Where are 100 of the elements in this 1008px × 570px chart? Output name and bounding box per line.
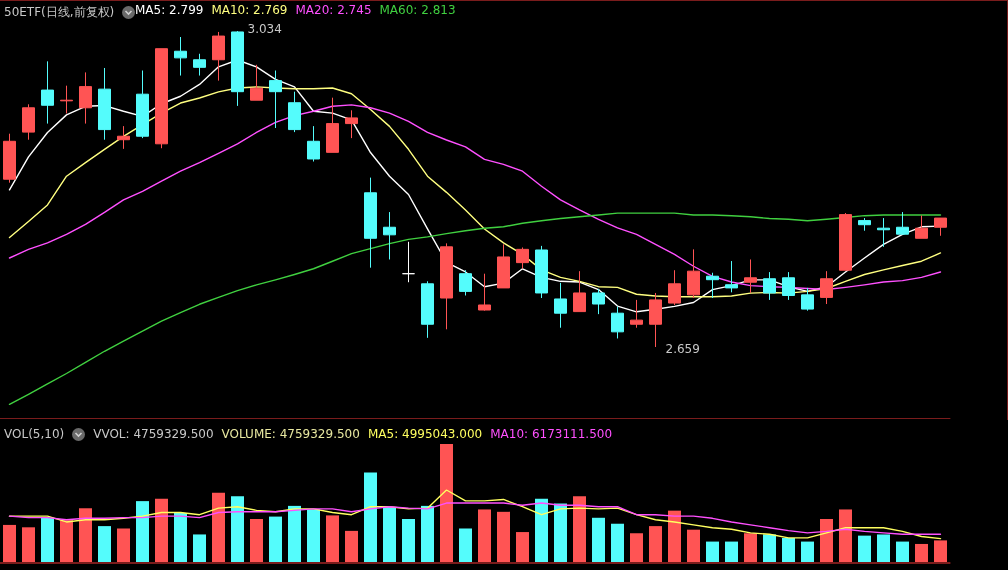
bar bbox=[117, 528, 130, 563]
text: MA10: 2.769 bbox=[211, 3, 288, 17]
candlestick bbox=[212, 31, 225, 82]
bar bbox=[459, 528, 472, 563]
candlestick bbox=[117, 125, 130, 150]
candlestick bbox=[440, 242, 453, 330]
candlestick bbox=[3, 133, 16, 184]
bar bbox=[801, 541, 814, 563]
candlestick bbox=[497, 243, 510, 289]
bar bbox=[269, 516, 282, 563]
candlestick bbox=[668, 269, 681, 306]
candlestick bbox=[98, 67, 111, 141]
candlestick bbox=[421, 280, 434, 339]
candlestick bbox=[402, 241, 415, 283]
candlestick bbox=[41, 60, 54, 125]
candlestick bbox=[934, 217, 947, 237]
candlestick bbox=[250, 64, 263, 101]
candlestick bbox=[896, 211, 909, 235]
bar bbox=[383, 507, 396, 563]
text: MA10: 6173111.500 bbox=[490, 427, 613, 441]
bar bbox=[288, 505, 301, 563]
bar bbox=[592, 517, 605, 563]
bar bbox=[535, 498, 548, 563]
candlestick bbox=[573, 270, 586, 313]
bar bbox=[554, 503, 567, 563]
bar bbox=[744, 533, 757, 563]
candlestick bbox=[535, 245, 548, 299]
bar bbox=[649, 526, 662, 563]
chart-subtitle: VVOL: 4759329.500 bbox=[93, 427, 214, 441]
bar bbox=[573, 496, 586, 563]
bar bbox=[630, 533, 643, 563]
bar bbox=[326, 515, 339, 563]
bar bbox=[896, 541, 909, 563]
candlestick bbox=[60, 85, 73, 114]
bar bbox=[782, 538, 795, 563]
bar bbox=[839, 509, 852, 563]
annotation: 2.659 bbox=[665, 342, 700, 356]
candlestick bbox=[155, 48, 168, 149]
bar bbox=[497, 511, 510, 563]
chart-title: VOL(5,10) bbox=[4, 427, 65, 441]
bar bbox=[668, 510, 681, 563]
candlestick bbox=[269, 70, 282, 129]
bar bbox=[402, 518, 415, 563]
text: MA5: 2.799 bbox=[135, 3, 204, 17]
candlestick bbox=[288, 91, 301, 133]
candlestick bbox=[915, 215, 928, 239]
bar bbox=[915, 543, 928, 563]
bar bbox=[3, 524, 16, 563]
candlestick bbox=[174, 36, 187, 77]
bar bbox=[763, 534, 776, 563]
candlestick bbox=[79, 71, 92, 125]
bar bbox=[212, 492, 225, 563]
bar bbox=[364, 472, 377, 563]
candlestick bbox=[649, 292, 662, 348]
candlestick bbox=[383, 211, 396, 260]
candlestick bbox=[554, 282, 567, 329]
text: MA60: 2.813 bbox=[379, 3, 456, 17]
bar bbox=[440, 444, 453, 563]
candlestick bbox=[877, 217, 890, 248]
bar bbox=[516, 532, 529, 563]
bar bbox=[421, 505, 434, 563]
bar bbox=[611, 523, 624, 563]
bar bbox=[79, 508, 92, 563]
bar bbox=[41, 517, 54, 563]
candlestick bbox=[858, 217, 871, 232]
candlestick bbox=[687, 248, 700, 299]
candlestick bbox=[706, 272, 719, 299]
bar bbox=[250, 518, 263, 563]
candlestick bbox=[839, 212, 852, 271]
candlestick bbox=[326, 97, 339, 153]
candlestick bbox=[459, 269, 472, 296]
candlestick bbox=[516, 246, 529, 270]
bar bbox=[98, 526, 111, 563]
candlestick bbox=[725, 260, 738, 293]
bar bbox=[934, 540, 947, 563]
candlestick bbox=[22, 103, 35, 141]
bar bbox=[174, 513, 187, 563]
candlestick bbox=[345, 109, 358, 139]
candlestick bbox=[611, 306, 624, 339]
candlestick bbox=[744, 258, 757, 294]
candlestick bbox=[820, 270, 833, 305]
bar bbox=[136, 501, 149, 563]
bar bbox=[345, 530, 358, 563]
bar bbox=[307, 509, 320, 563]
candlestick bbox=[307, 125, 320, 163]
candlestick bbox=[630, 299, 643, 329]
candlestick bbox=[478, 273, 491, 312]
chart-title: 50ETF(日线,前复权) bbox=[4, 4, 115, 21]
text: MA5: 4995043.000 bbox=[368, 427, 483, 441]
bar bbox=[155, 498, 168, 563]
bar bbox=[877, 534, 890, 563]
annotation: 3.034 bbox=[247, 22, 282, 36]
candlestick bbox=[782, 271, 795, 301]
candlestick bbox=[136, 70, 149, 139]
candlestick bbox=[592, 288, 605, 315]
bar bbox=[60, 520, 73, 563]
bar bbox=[706, 541, 719, 563]
text: MA20: 2.745 bbox=[295, 3, 372, 17]
bar bbox=[231, 496, 244, 563]
candlestick bbox=[801, 287, 814, 312]
